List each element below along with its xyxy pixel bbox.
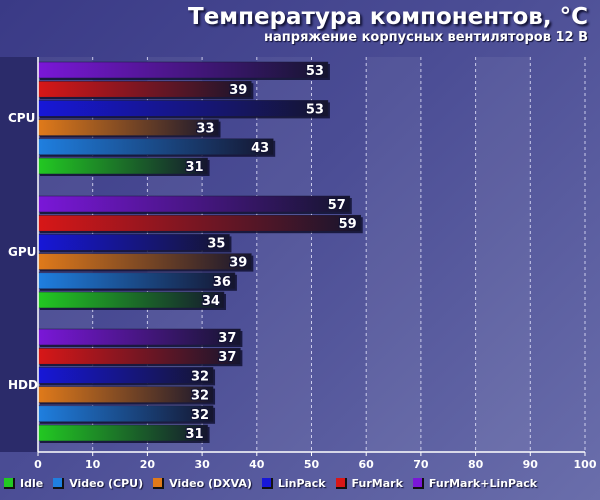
bar-hdd-linpack <box>37 367 214 384</box>
data-label: 59 <box>339 217 357 232</box>
legend-label: Video (CPU) <box>69 476 144 490</box>
bar-gpu-furmark-linpack <box>37 195 351 213</box>
data-label: 33 <box>196 122 214 137</box>
bar-gpu-video-dxva- <box>37 253 252 270</box>
plot-stripe <box>366 57 421 452</box>
x-tick-label: 10 <box>85 458 101 471</box>
x-tick-label: 80 <box>468 458 484 471</box>
plot-stripe <box>256 57 312 452</box>
legend-swatch <box>4 477 15 489</box>
data-label: 31 <box>185 160 203 175</box>
bar-gpu-furmark <box>37 214 361 232</box>
bar-hdd-video-cpu- <box>37 405 214 423</box>
data-label: 39 <box>229 256 247 271</box>
x-tick-label: 40 <box>249 458 265 471</box>
bars: 53 39 53 33 43 31 57 59 35 39 36 34 37 37 32 32 32 31 <box>37 61 363 443</box>
legend-item: FurMark <box>335 476 403 490</box>
data-label: 35 <box>207 236 225 251</box>
bar-hdd-furmark-linpack <box>37 328 241 346</box>
legend-swatch <box>412 477 424 489</box>
x-tick-label: 60 <box>359 458 375 471</box>
legend-swatch <box>153 477 165 489</box>
legend-swatch <box>335 477 347 489</box>
legend-item: Video (DXVA) <box>153 477 252 490</box>
legend-label: FurMark+LinPack <box>428 476 538 490</box>
x-tick-label: 100 <box>574 458 597 471</box>
x-tick-label: 0 <box>34 458 42 471</box>
category-label: HDD <box>8 378 38 392</box>
axes: CPU GPU HDD 0 10 20 30 40 50 60 70 80 90 100 <box>8 57 597 471</box>
data-label: 31 <box>185 427 203 442</box>
data-label: 36 <box>213 275 231 290</box>
bar-hdd-furmark <box>37 347 241 365</box>
legend-item: LinPack <box>261 476 326 490</box>
chart-subtitle: напряжение корпусных вентиляторов 12 В <box>264 30 588 45</box>
legend-label: FurMark <box>351 476 403 490</box>
bar-hdd-video-dxva- <box>37 386 214 403</box>
legend-swatch <box>261 477 273 489</box>
bar-cpu-video-cpu- <box>37 138 274 156</box>
plot-stripe <box>530 57 585 452</box>
data-label: 43 <box>251 141 269 156</box>
bar-gpu-idle <box>37 291 225 309</box>
category-panel <box>0 57 38 452</box>
data-label: 32 <box>191 408 209 423</box>
data-label: 57 <box>328 198 346 213</box>
legend-label: LinPack <box>277 476 326 490</box>
data-label: 37 <box>218 350 236 365</box>
data-label: 53 <box>306 64 324 79</box>
data-label: 32 <box>191 389 209 404</box>
x-tick-label: 70 <box>413 458 429 471</box>
legend-swatch <box>53 477 65 489</box>
chart-title: Температура компонентов, °C <box>188 4 588 30</box>
legend-item: Video (CPU) <box>53 477 143 490</box>
data-label: 53 <box>306 102 324 117</box>
legend: Idle Video (CPU) Video (DXVA) LinPack FurMar… <box>4 476 547 490</box>
bar-cpu-furmark <box>37 80 252 98</box>
data-label: 37 <box>218 331 236 346</box>
bar-cpu-idle <box>37 157 208 175</box>
bar-cpu-video-dxva- <box>37 119 219 136</box>
legend-item: Idle <box>4 477 43 490</box>
bar-cpu-linpack <box>37 100 329 117</box>
data-label: 34 <box>202 294 220 309</box>
data-label: 39 <box>229 83 247 98</box>
bar-gpu-video-cpu- <box>37 272 236 290</box>
plot-stripe <box>421 57 476 452</box>
legend-item: FurMark+LinPack <box>412 476 538 490</box>
category-label: CPU <box>8 111 35 125</box>
data-label: 32 <box>191 369 209 384</box>
plot-stripe <box>475 57 531 452</box>
category-label: GPU <box>8 245 36 259</box>
bar-hdd-idle <box>37 424 208 442</box>
x-tick-label: 30 <box>194 458 210 471</box>
x-tick-label: 50 <box>304 458 320 471</box>
legend-label: Video (DXVA) <box>169 476 252 490</box>
x-tick-label: 90 <box>523 458 539 471</box>
bar-gpu-linpack <box>37 234 230 251</box>
bar-cpu-furmark-linpack <box>37 61 329 79</box>
legend-label: Idle <box>20 476 44 490</box>
x-tick-label: 20 <box>140 458 156 471</box>
